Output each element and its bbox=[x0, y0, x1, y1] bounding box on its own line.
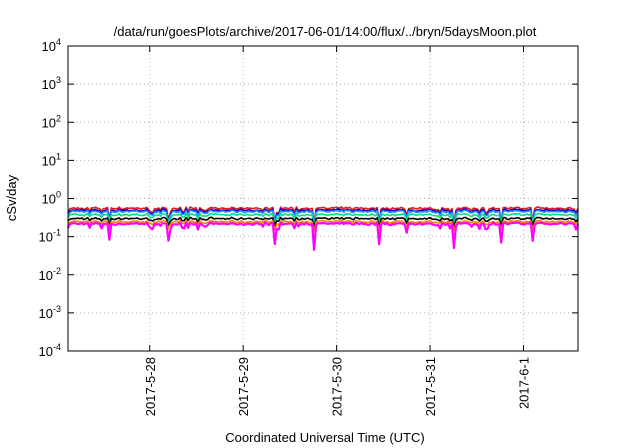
y-tick-label: 102 bbox=[42, 113, 61, 130]
y-tick-label: 10-3 bbox=[39, 304, 61, 321]
y-axis: 10-4 10-3 10-2 10-1 100 101 102 103 104 bbox=[39, 37, 578, 359]
x-axis-label: Coordinated Universal Time (UTC) bbox=[225, 430, 424, 445]
series-line bbox=[67, 209, 579, 227]
y-tick-label: 10-2 bbox=[39, 266, 61, 283]
series-line bbox=[67, 216, 579, 229]
series-layer bbox=[67, 206, 580, 251]
x-axis: 2017-5-28 2017-5-29 2017-5-30 2017-5-31 2017… bbox=[143, 46, 531, 416]
x-tick-label: 2017-6-1 bbox=[516, 357, 531, 409]
x-tick-label: 2017-5-29 bbox=[236, 357, 251, 416]
x-tick-label: 2017-5-30 bbox=[330, 357, 345, 416]
x-tick-label: 2017-5-31 bbox=[423, 357, 438, 416]
x-tick-label: 2017-5-28 bbox=[143, 357, 158, 416]
grid bbox=[68, 46, 578, 351]
chart-title: /data/run/goesPlots/archive/2017-06-01/1… bbox=[114, 24, 537, 39]
series-line bbox=[67, 221, 580, 251]
y-tick-label: 100 bbox=[42, 190, 61, 207]
y-tick-label: 104 bbox=[42, 37, 61, 54]
y-tick-label: 101 bbox=[42, 151, 61, 168]
y-axis-label: cSv/day bbox=[4, 174, 19, 221]
y-tick-label: 103 bbox=[42, 75, 61, 92]
y-tick-label: 10-4 bbox=[39, 342, 61, 359]
series-line bbox=[67, 219, 579, 232]
y-tick-label: 10-1 bbox=[39, 228, 61, 245]
series-line bbox=[67, 212, 579, 227]
